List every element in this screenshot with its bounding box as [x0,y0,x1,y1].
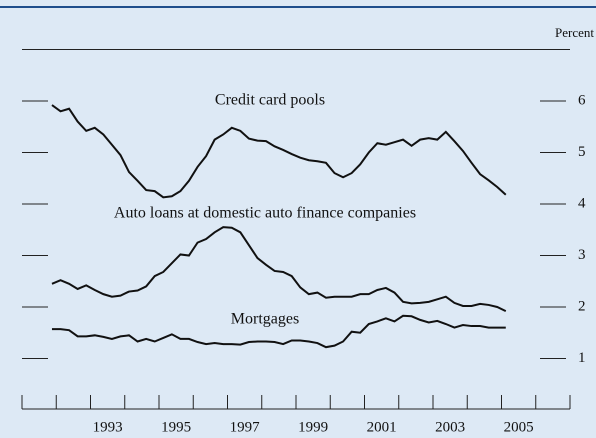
annotation: Auto loans at domestic auto finance comp… [114,205,416,222]
x-tick-label: 1997 [230,419,261,435]
series-line [51,226,507,313]
x-tick-label: 2003 [435,419,465,435]
x-tick-label: 2001 [367,419,397,435]
x-tick-label: 2005 [504,419,534,435]
y-tick-label: 1 [578,350,586,366]
x-tick-label: 1993 [93,419,123,435]
y-tick-label: 5 [578,144,586,160]
series-line [51,104,507,199]
top-rule [0,6,596,8]
y-tick-label: 2 [578,298,586,314]
annotation: Mortgages [231,311,299,328]
y-axis-label: Percent [555,25,594,40]
x-tick-label: 1995 [161,419,191,435]
y-tick-label: 4 [578,195,586,211]
y-tick-label: 3 [578,247,586,263]
annotation: Credit card pools [215,92,325,109]
x-tick-label: 1999 [298,419,328,435]
y-tick-label: 6 [578,92,586,108]
series-line [51,314,506,349]
